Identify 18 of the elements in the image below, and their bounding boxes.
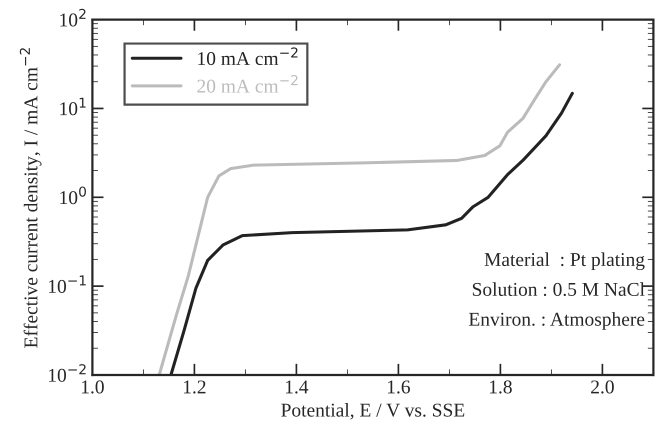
y-tick-label: 10$^{−2}$ xyxy=(49,364,86,382)
legend-label: 10 mA cm$^{−2}$ xyxy=(198,47,298,66)
x-tick-label: 2.0 xyxy=(591,380,614,394)
y-tick-label: 10$^{1}$ xyxy=(60,98,86,116)
x-tick-label: 1.2 xyxy=(184,380,206,394)
annotation: Solution : 0.5 M NaCl xyxy=(472,282,645,296)
y-axis-title: Effective current density, I / mA cm$^{−2}$ xyxy=(20,48,42,348)
x-tick-label: 1.8 xyxy=(490,380,512,394)
y-tick-label: 10$^{−1}$ xyxy=(49,275,86,293)
annotation: Material : Pt plating xyxy=(484,252,645,270)
y-tick-label: 10$^{2}$ xyxy=(60,8,86,27)
x-axis-title: Potential, E / V vs. SSE xyxy=(281,403,464,420)
x-tick-label: 1.6 xyxy=(388,380,410,394)
x-tick-label: 1.0 xyxy=(82,380,104,394)
legend-label: 20 mA cm$^{−2}$ xyxy=(197,75,298,93)
annotation: Environ. : Atmosphere xyxy=(468,312,644,330)
x-tick-label: 1.4 xyxy=(286,380,308,394)
y-tick-label: 10$^{0}$ xyxy=(60,186,86,204)
